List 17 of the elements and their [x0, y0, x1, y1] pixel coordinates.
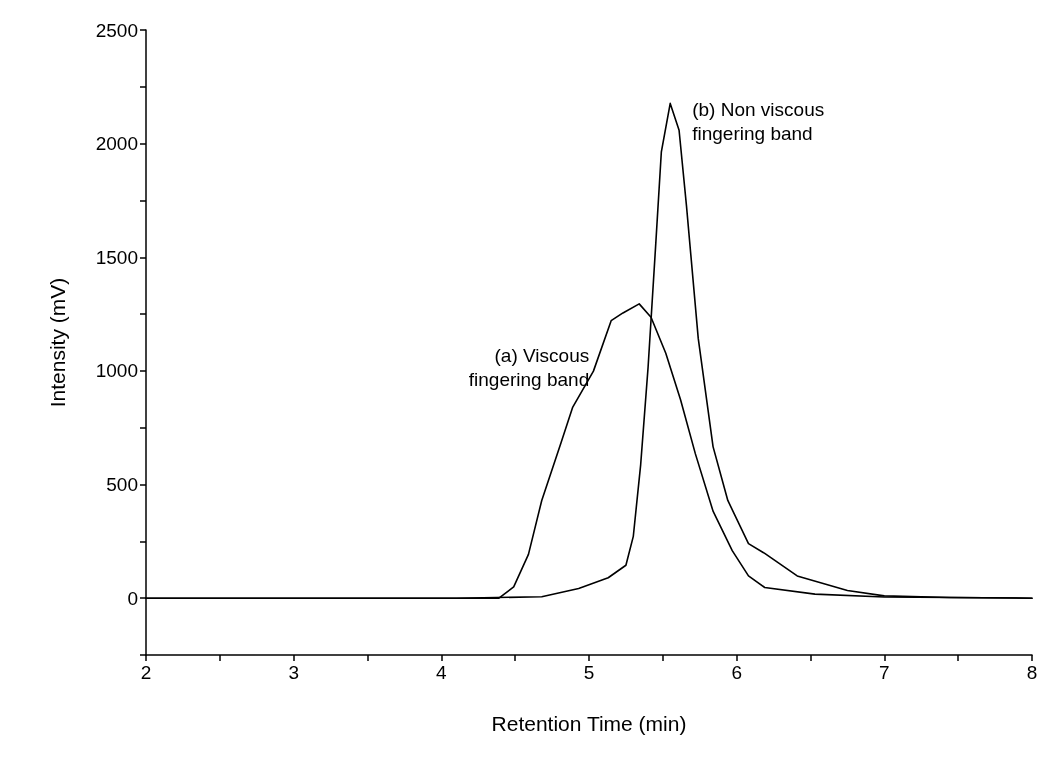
x-tick-label: 6: [731, 662, 742, 683]
y-tick-label: 1000: [95, 360, 138, 382]
series-label: (a) Viscous fingering band: [468, 345, 590, 391]
x-tick-label: 3: [288, 662, 299, 683]
y-tick-label: 2000: [95, 133, 138, 155]
y-tick-label: 0: [127, 587, 138, 609]
x-tick-label: 7: [879, 662, 890, 683]
x-tick-label: 2: [140, 662, 152, 683]
x-tick-label: 8: [1026, 662, 1038, 683]
x-axis-title: Retention Time (min): [491, 712, 687, 735]
y-tick-label: 2500: [95, 19, 138, 41]
x-tick-label: 5: [583, 662, 595, 683]
x-tick-label: 4: [436, 662, 448, 683]
series-label: (b) Non viscous fingering band: [692, 98, 825, 144]
y-tick-label: 1500: [95, 246, 138, 268]
y-tick-label: 500: [106, 474, 138, 496]
y-axis-title: Intensity (mV): [46, 277, 69, 408]
